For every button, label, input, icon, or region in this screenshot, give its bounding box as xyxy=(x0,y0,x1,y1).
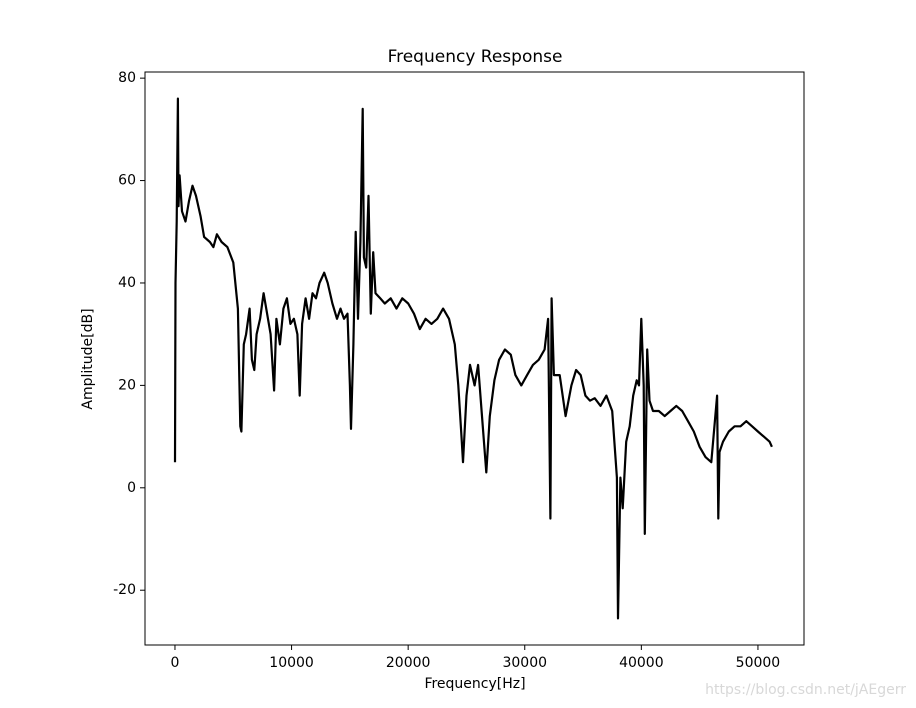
x-tick-label: 30000 xyxy=(502,655,547,671)
y-tick-label: 60 xyxy=(118,173,136,189)
y-axis-label: Amplitude[dB] xyxy=(80,308,96,409)
x-tick-label: 20000 xyxy=(386,655,431,671)
plot-frame xyxy=(144,71,805,646)
y-tick-label: 20 xyxy=(118,377,136,393)
x-axis-label: Frequency[Hz] xyxy=(424,676,525,692)
chart-title: Frequency Response xyxy=(388,47,563,67)
x-tick-label: 40000 xyxy=(619,655,664,671)
x-tick-label: 0 xyxy=(171,655,180,671)
x-tick-label: 50000 xyxy=(736,655,781,671)
watermark: https://blog.csdn.net/jAEgerr xyxy=(705,682,906,698)
y-tick-label: 40 xyxy=(118,275,136,291)
x-tick-label: 10000 xyxy=(269,655,314,671)
y-tick-label: 0 xyxy=(127,480,136,496)
y-tick-label: -20 xyxy=(113,582,136,598)
line-series xyxy=(173,97,773,620)
y-tick-label: 80 xyxy=(118,70,136,86)
